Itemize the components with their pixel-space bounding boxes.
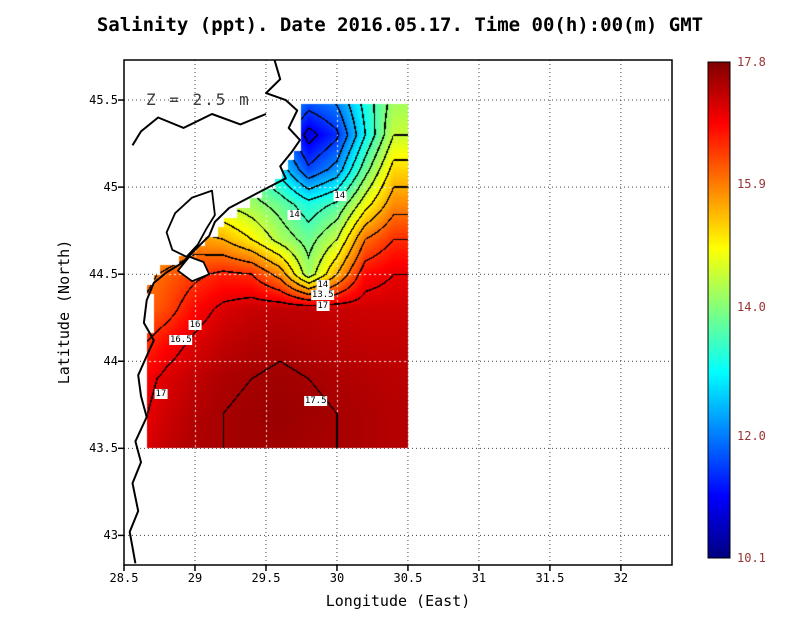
y-axis-label: Latitude (North) (55, 239, 73, 385)
chart-title: Salinity (ppt). Date 2016.05.17. Time 00… (96, 14, 704, 36)
contour-label: 14 (287, 209, 301, 220)
contour-label: 17 (316, 300, 330, 311)
x-tick-label: 31 (471, 571, 487, 585)
y-tick-label: 44 (103, 354, 118, 369)
y-tick-label: 44.5 (89, 267, 118, 282)
x-tick-label: 31.5 (535, 571, 565, 585)
x-tick-label: 30 (329, 571, 345, 585)
y-tick-label: 45.5 (89, 93, 118, 108)
x-axis-label: Longitude (East) (325, 592, 471, 610)
x-tick-label: 30.5 (393, 571, 423, 585)
contour-label: 17 (154, 389, 168, 400)
contour-label: 13.5 (310, 290, 335, 301)
contour-label: 17.5 (303, 396, 328, 407)
colorbar-label: 17.8 (737, 55, 766, 69)
y-tick-label: 45 (103, 180, 118, 195)
colorbar-label: 15.9 (737, 177, 766, 192)
colorbar-label: 10.1 (737, 551, 766, 565)
contour-label: 14 (333, 190, 347, 201)
x-tick-label: 32 (613, 571, 629, 585)
y-tick-label: 43.5 (89, 441, 118, 456)
x-tick-label: 28.5 (109, 571, 139, 585)
y-tick-label: 43 (103, 528, 118, 543)
x-tick-label: 29.5 (251, 571, 281, 585)
colorbar (707, 61, 731, 559)
contour-label: 16.5 (168, 335, 193, 346)
colorbar-label: 14.0 (737, 299, 766, 314)
salinity-field-canvas (124, 60, 672, 565)
depth-annotation: Z = 2.5 m (146, 90, 251, 109)
contour-label: 14 (316, 279, 330, 290)
contour-label: 16 (188, 319, 202, 330)
colorbar-label: 12.0 (737, 428, 766, 443)
x-tick-label: 29 (187, 571, 203, 585)
